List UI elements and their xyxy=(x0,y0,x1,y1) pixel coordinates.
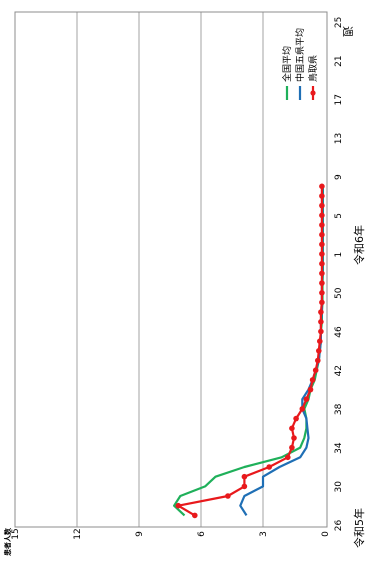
x-tick-label-5: 5 xyxy=(334,213,344,219)
period-label-2024: 令和6年 xyxy=(352,225,366,265)
data-point xyxy=(318,328,324,335)
x-tick-label-42: 42 xyxy=(334,365,344,376)
y-tick-label-9: 9 xyxy=(135,531,145,537)
data-point xyxy=(225,493,231,499)
data-point xyxy=(312,367,319,374)
data-point xyxy=(309,377,316,383)
y-tick-label-0: 0 xyxy=(321,531,331,537)
y-tick-label-15: 15 xyxy=(11,528,21,539)
x-tick-label-46: 46 xyxy=(334,326,344,338)
data-point xyxy=(317,338,323,345)
x-tick-label-30: 30 xyxy=(334,481,344,493)
x-tick-label-50: 50 xyxy=(334,287,344,299)
x-tick-label-1: 1 xyxy=(334,252,344,258)
data-point xyxy=(319,299,325,306)
data-point xyxy=(319,183,325,190)
data-point xyxy=(291,435,297,441)
x-tick-label-26: 26 xyxy=(334,520,344,532)
data-point xyxy=(293,415,299,422)
plot-border xyxy=(14,11,328,528)
x-tick-label-9: 9 xyxy=(334,174,344,180)
legend-marker-0 xyxy=(310,90,316,96)
y-axis-title: 患者人数 xyxy=(3,527,12,556)
data-point xyxy=(307,386,314,393)
data-point xyxy=(319,202,325,209)
data-point xyxy=(316,348,322,354)
data-point xyxy=(319,260,325,267)
data-point xyxy=(319,290,325,296)
data-point xyxy=(175,502,182,509)
x-tick-label-13: 13 xyxy=(334,133,344,144)
data-point xyxy=(285,454,291,461)
x-tick-label-25: 25 xyxy=(334,17,344,28)
data-point xyxy=(319,222,325,228)
data-point xyxy=(289,444,295,451)
series-layer xyxy=(173,183,325,519)
data-point xyxy=(241,483,248,490)
period-label-2023: 令和5年 xyxy=(352,508,366,548)
data-point xyxy=(319,251,325,257)
data-point xyxy=(192,512,198,519)
data-point xyxy=(289,425,295,432)
plot-area xyxy=(14,11,328,528)
y-tick-label-12: 12 xyxy=(73,528,83,539)
x-tick-label-34: 34 xyxy=(334,442,344,454)
x-unit-label: 週 xyxy=(341,26,354,37)
y-tick-label-6: 6 xyxy=(197,531,207,537)
data-point xyxy=(266,464,273,470)
x-tick-label-38: 38 xyxy=(334,403,344,415)
data-point xyxy=(241,473,248,480)
legend-label-0: 鳥取県 xyxy=(307,55,319,82)
y-tick-label-3: 3 xyxy=(259,531,269,537)
data-point xyxy=(319,270,325,277)
data-point xyxy=(315,357,321,364)
legend-label-2: 全国平均 xyxy=(281,46,293,82)
data-point xyxy=(318,319,324,325)
gridlines xyxy=(76,12,264,527)
data-point xyxy=(319,193,325,199)
data-point xyxy=(319,241,325,248)
x-tick-label-21: 21 xyxy=(334,55,344,66)
data-point xyxy=(319,212,325,219)
data-point xyxy=(319,231,325,238)
data-point xyxy=(319,280,325,286)
data-point xyxy=(299,406,306,412)
data-point xyxy=(303,396,310,403)
x-axis-ticks: 26 30 34 38 42 46 50 1 5 9 13 17 21 25 xyxy=(334,17,344,532)
data-point xyxy=(318,309,324,315)
y-axis-ticks: 0 3 6 9 12 15 xyxy=(11,528,331,539)
x-tick-label-17: 17 xyxy=(334,94,344,105)
legend-label-1: 中国五県平均 xyxy=(294,28,306,82)
